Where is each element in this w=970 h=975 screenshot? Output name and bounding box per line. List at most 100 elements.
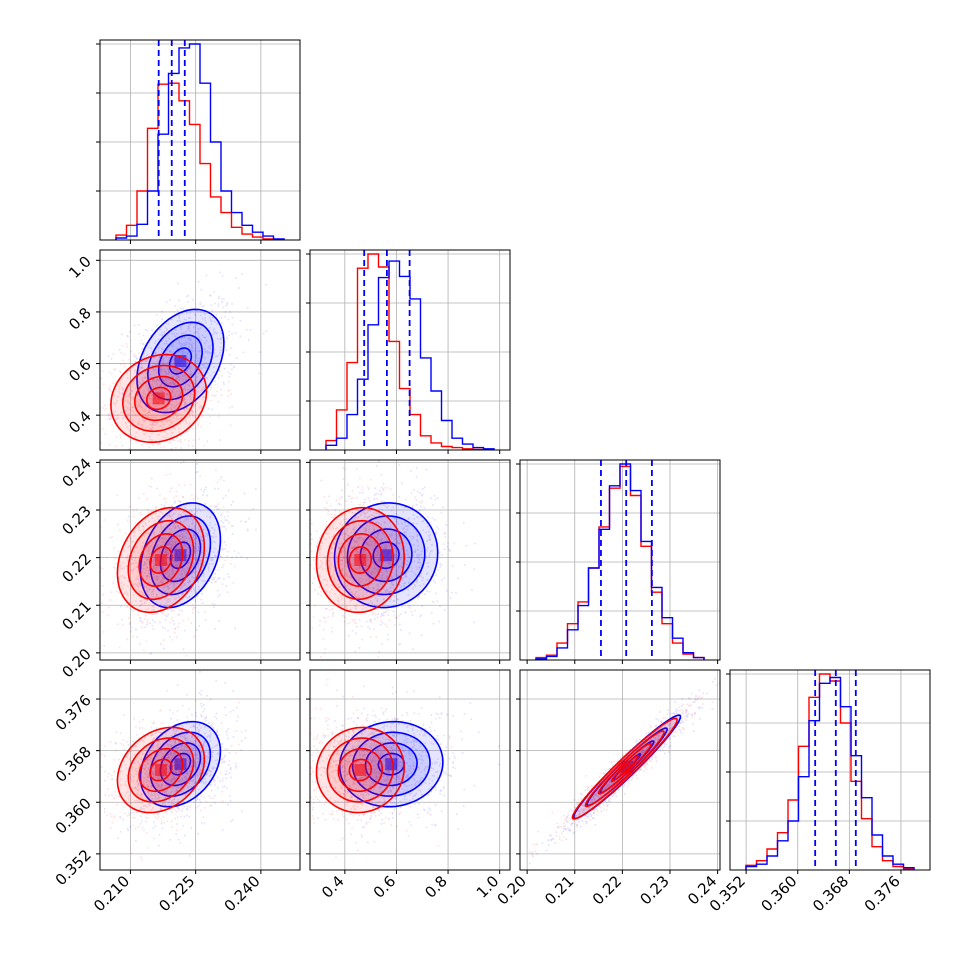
density-peak (154, 554, 167, 566)
y-tick-label: 0.376 (52, 691, 95, 734)
contour-line (157, 334, 204, 388)
panel-frame (99, 249, 301, 451)
panel-p2-hist (306, 249, 511, 454)
density-peak (154, 764, 167, 776)
contour-line (610, 755, 639, 783)
panel-frame (309, 669, 511, 871)
contour-line (149, 758, 173, 782)
sample-dots (100, 294, 260, 450)
contour-line (351, 731, 431, 797)
sample-dots (100, 689, 247, 870)
y-tick-label: 0.22 (58, 550, 94, 586)
x-tick-label: 0.4 (318, 872, 348, 902)
contour-line (127, 519, 195, 601)
histogram-line (325, 253, 494, 450)
contour-line (337, 747, 384, 793)
contour-line (138, 747, 184, 793)
panel-frame (99, 459, 301, 661)
panel-frame (309, 459, 511, 661)
panel-p1-vs-p2: 0.4 0.6 0.8 1.0 (65, 249, 301, 454)
scatter-points (100, 271, 267, 450)
x-tick-label: 0.240 (221, 872, 264, 915)
histogram-line (535, 465, 705, 660)
x-tick-label: 0.21 (541, 872, 577, 908)
panel-p2-vs-p3 (306, 459, 511, 664)
y-tick-label: 0.368 (52, 743, 95, 786)
contour-line (139, 502, 222, 609)
contour-line (333, 502, 439, 609)
scatter-points (310, 678, 500, 859)
histogram-line (115, 43, 285, 240)
density-peak (354, 554, 367, 566)
contour-line (116, 506, 206, 614)
contour-line (133, 375, 184, 422)
x-tick-label: 0.20 (494, 872, 530, 908)
x-tick-label: 0.368 (809, 872, 852, 915)
panel-p3-hist (516, 459, 721, 664)
y-tick-label: 0.8 (65, 304, 95, 334)
panel-p2-vs-p4: 0.4 0.6 0.8 1.0 (306, 669, 511, 902)
panel-p1-vs-p4: 0.210 0.225 0.240 0.352 0.360 0.368 0.376 (52, 669, 301, 915)
y-tick-label: 0.6 (65, 356, 95, 386)
x-tick-label: 0.225 (155, 872, 198, 915)
panel-p3-vs-p4: 0.20 0.21 0.22 0.23 0.24 (494, 669, 721, 908)
contour-line (110, 353, 208, 443)
histogram-line (745, 676, 915, 870)
contour-line (326, 519, 395, 601)
scatter-points (100, 671, 247, 870)
histogram-line (535, 463, 705, 660)
scatter-points (100, 460, 257, 657)
y-tick-label: 0.21 (58, 597, 94, 633)
density-peak (354, 764, 367, 776)
contour-line (127, 737, 195, 803)
y-tick-label: 0.4 (65, 407, 95, 437)
density-peak (385, 758, 398, 771)
contour-line (139, 720, 222, 808)
panel-frame (519, 459, 721, 661)
contour-line (315, 506, 406, 614)
y-tick-label: 0.20 (58, 645, 94, 681)
contour-line (315, 726, 406, 814)
scatter-points (310, 460, 476, 658)
contour-line (116, 726, 206, 814)
contour-line (326, 737, 395, 803)
contour-line (169, 541, 192, 570)
x-tick-label: 0.8 (421, 872, 451, 902)
x-tick-label: 0.6 (370, 872, 400, 902)
contour-line (571, 717, 678, 820)
panel-frame (729, 669, 931, 871)
histogram-line (115, 82, 285, 240)
density-peak (174, 758, 187, 771)
y-tick-label: 0.24 (58, 454, 94, 490)
histogram-line (325, 260, 495, 450)
scatter-points (529, 677, 720, 865)
density-peak (174, 549, 187, 562)
x-tick-label: 0.376 (861, 872, 904, 915)
contour-line (346, 515, 426, 596)
contour-line (597, 742, 652, 795)
panel-p1-hist (96, 39, 301, 244)
y-tick-label: 0.23 (58, 502, 94, 538)
contour-line (121, 364, 196, 433)
x-tick-label: 0.23 (636, 872, 672, 908)
panel-frame (309, 249, 511, 451)
density-peak (380, 549, 393, 562)
panel-p4-hist: 0.352 0.360 0.368 0.376 (706, 669, 931, 915)
contour-line (138, 532, 184, 588)
contour-line (149, 546, 173, 574)
contour-line (146, 321, 214, 401)
x-tick-label: 0.360 (757, 872, 800, 915)
x-tick-label: 0.22 (589, 872, 625, 908)
contour-line (377, 752, 406, 776)
panel-frame (519, 669, 721, 871)
contour-line (337, 533, 384, 587)
sample-dots (310, 685, 500, 844)
contour-line (136, 308, 225, 414)
panel-p1-vs-p3: 0.20 0.21 0.22 0.23 0.24 (58, 454, 301, 681)
y-tick-label: 0.352 (52, 846, 95, 889)
panel-frame (99, 669, 301, 871)
contour-line (348, 758, 373, 782)
contour-line (584, 730, 665, 808)
